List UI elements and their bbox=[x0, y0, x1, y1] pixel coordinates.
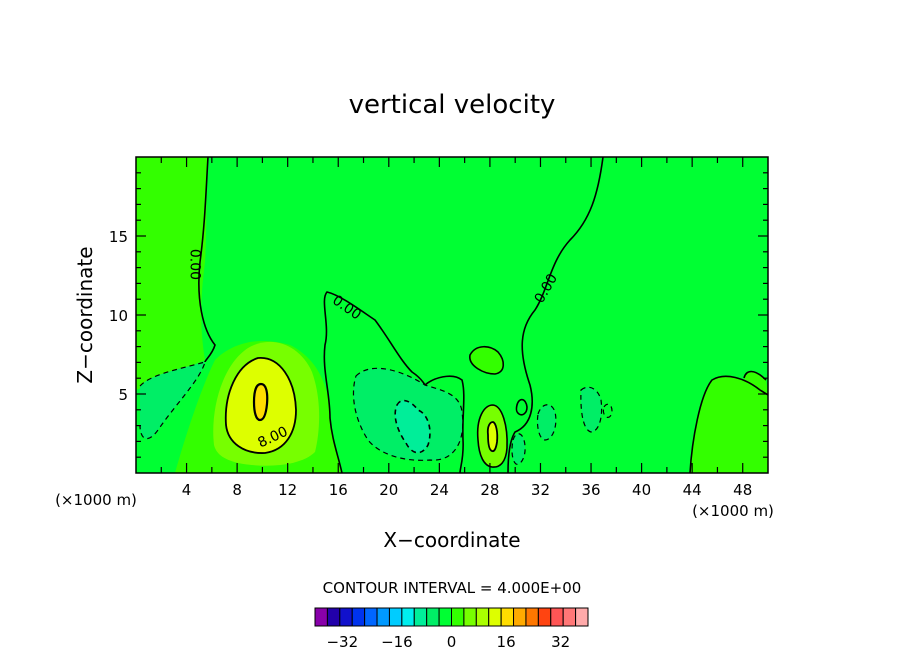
x-tick-label: 16 bbox=[329, 481, 348, 499]
x-tick-label: 44 bbox=[683, 481, 702, 499]
colorbar-swatch bbox=[401, 607, 415, 627]
colorbar-swatch bbox=[314, 607, 328, 627]
x-axis-label: X−coordinate bbox=[383, 528, 520, 552]
region-positive-left bbox=[136, 157, 208, 473]
negative-contours bbox=[139, 361, 613, 465]
x-tick-label: 4 bbox=[182, 481, 192, 499]
plot-area: 0.000.000.008.00 bbox=[136, 157, 768, 473]
x-tick-label: 36 bbox=[581, 481, 600, 499]
x-tick-label: 32 bbox=[531, 481, 550, 499]
region-downdraft-right-2 bbox=[537, 404, 556, 440]
colorbar-tick-label: −32 bbox=[326, 633, 358, 651]
y-tick-labels: 5 10 15 bbox=[109, 228, 128, 404]
x-unit-right: (×1000 m) bbox=[692, 502, 774, 520]
x-tick-label: 40 bbox=[632, 481, 651, 499]
colorbar-swatch bbox=[426, 607, 440, 627]
colorbar-swatch bbox=[513, 607, 527, 627]
y-tick-label: 5 bbox=[118, 386, 128, 404]
contour-neg-left bbox=[139, 361, 206, 440]
contour-neg-small-37 bbox=[602, 403, 613, 418]
colorbar-swatch bbox=[388, 607, 403, 627]
contour-zero-updraft-28 bbox=[476, 404, 508, 468]
colorbar bbox=[314, 607, 589, 627]
colorbar-swatch bbox=[438, 607, 453, 627]
contour-neg-right-3 bbox=[511, 433, 526, 465]
colorbar-swatch bbox=[451, 607, 465, 627]
contour-zero-top-right bbox=[507, 157, 604, 473]
colorbar-swatch bbox=[463, 607, 477, 627]
colorbar-tick-label: 32 bbox=[551, 633, 570, 651]
x-tick-label: 8 bbox=[232, 481, 242, 499]
colorbar-swatch bbox=[364, 607, 378, 627]
colorbar-tick-label: 16 bbox=[497, 633, 516, 651]
region-positive-right bbox=[690, 376, 768, 473]
colorbar-swatch bbox=[339, 607, 353, 627]
colorbar-swatch bbox=[562, 607, 577, 627]
colorbar-swatch bbox=[550, 607, 564, 627]
contour-neg-center-inner bbox=[394, 399, 431, 454]
x-tick-labels: 4 8 12 16 20 24 28 32 36 40 44 48 bbox=[182, 481, 752, 499]
contour-neg-center-outer bbox=[352, 367, 464, 461]
colorbar-swatch bbox=[575, 607, 589, 627]
positive-contours bbox=[224, 357, 499, 454]
colorbar-swatch bbox=[525, 607, 539, 627]
colorbar-tick-labels: −32 −16 0 16 32 bbox=[326, 633, 570, 651]
contour-label: 0.00 bbox=[186, 249, 202, 280]
region-downdraft-left bbox=[140, 362, 205, 439]
region-updraft-28-inner bbox=[487, 422, 498, 452]
contour-zero-small-31 bbox=[515, 398, 528, 416]
y-axis-label: Z−coordinate bbox=[73, 246, 97, 383]
colorbar-swatch bbox=[475, 607, 490, 627]
contour-zero-corner bbox=[743, 370, 767, 381]
colorbar-swatch bbox=[500, 607, 515, 627]
region-positive-peak bbox=[254, 384, 268, 420]
x-tick-label: 48 bbox=[733, 481, 752, 499]
colorbar-swatch bbox=[376, 607, 390, 627]
contour-zero-left bbox=[198, 157, 216, 363]
contour-zero-right bbox=[689, 375, 768, 473]
zero-contours bbox=[198, 157, 768, 473]
region-downdraft-right-3 bbox=[512, 433, 526, 465]
x-tick-label: 28 bbox=[480, 481, 499, 499]
region-positive-small-28 bbox=[469, 346, 504, 374]
y-tick-label: 10 bbox=[109, 307, 128, 325]
colorbar-swatch bbox=[537, 607, 552, 627]
colorbar-tick-label: −16 bbox=[381, 633, 413, 651]
colorbar-swatch bbox=[326, 607, 341, 627]
chart-title: vertical velocity bbox=[349, 90, 556, 120]
colorbar-swatch bbox=[488, 607, 502, 627]
x-unit-left: (×1000 m) bbox=[55, 491, 137, 509]
x-tick-label: 24 bbox=[430, 481, 449, 499]
x-tick-label: 12 bbox=[278, 481, 297, 499]
region-downdraft-right-1 bbox=[580, 387, 602, 432]
contour-four-28 bbox=[486, 421, 499, 453]
colorbar-swatch bbox=[351, 607, 366, 627]
contour-zero-center bbox=[323, 291, 426, 473]
region-positive-corner bbox=[744, 371, 768, 396]
x-tick-label: 20 bbox=[379, 481, 398, 499]
contour-eight bbox=[252, 382, 269, 422]
contour-four bbox=[224, 357, 297, 454]
axis-ticks bbox=[136, 157, 768, 473]
contour-neg-right-1 bbox=[580, 386, 603, 433]
contour-interval-note: CONTOUR INTERVAL = 4.000E+00 bbox=[323, 579, 582, 597]
colorbar-swatch bbox=[413, 607, 428, 627]
y-tick-label: 15 bbox=[109, 228, 128, 246]
colorbar-tick-label: 0 bbox=[447, 633, 457, 651]
contour-zero-center-bottom bbox=[424, 375, 465, 473]
contour-zero-small-28 bbox=[469, 345, 505, 375]
contour-neg-right-2 bbox=[536, 404, 557, 441]
